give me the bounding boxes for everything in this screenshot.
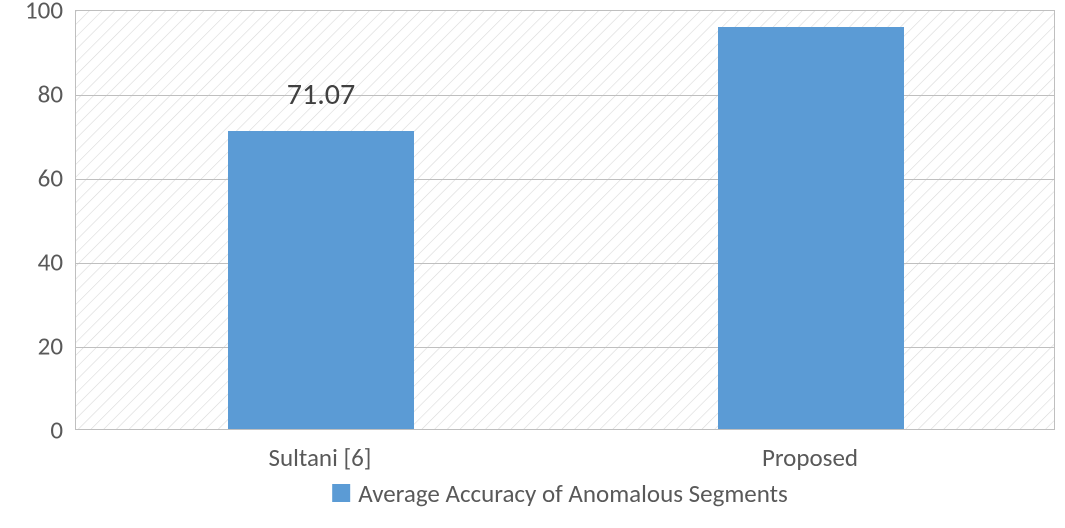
- bar: [228, 131, 414, 429]
- y-tick-label: 80: [0, 79, 63, 110]
- plot-hatch-fill: [76, 11, 1054, 429]
- plot-area: 71.0795.74: [75, 10, 1055, 430]
- bar-value-label: 95.74: [777, 0, 845, 9]
- x-tick-label: Sultani [6]: [269, 442, 372, 473]
- y-tick-label: 100: [0, 0, 63, 26]
- bar-chart: 71.0795.74 020406080100 Sultani [6]Propo…: [0, 0, 1065, 528]
- x-tick-label: Proposed: [762, 442, 858, 473]
- legend: Average Accuracy of Anomalous Segments: [332, 478, 788, 509]
- bar: [718, 27, 904, 429]
- y-tick-label: 60: [0, 163, 63, 194]
- y-tick-label: 0: [0, 415, 63, 446]
- y-tick-label: 20: [0, 331, 63, 362]
- gridline: [76, 95, 1054, 96]
- gridline: [76, 263, 1054, 264]
- bar-value-label: 71.07: [287, 76, 355, 113]
- gridline: [76, 179, 1054, 180]
- legend-swatch: [332, 484, 350, 502]
- legend-label: Average Accuracy of Anomalous Segments: [358, 478, 788, 509]
- gridline: [76, 347, 1054, 348]
- y-tick-label: 40: [0, 247, 63, 278]
